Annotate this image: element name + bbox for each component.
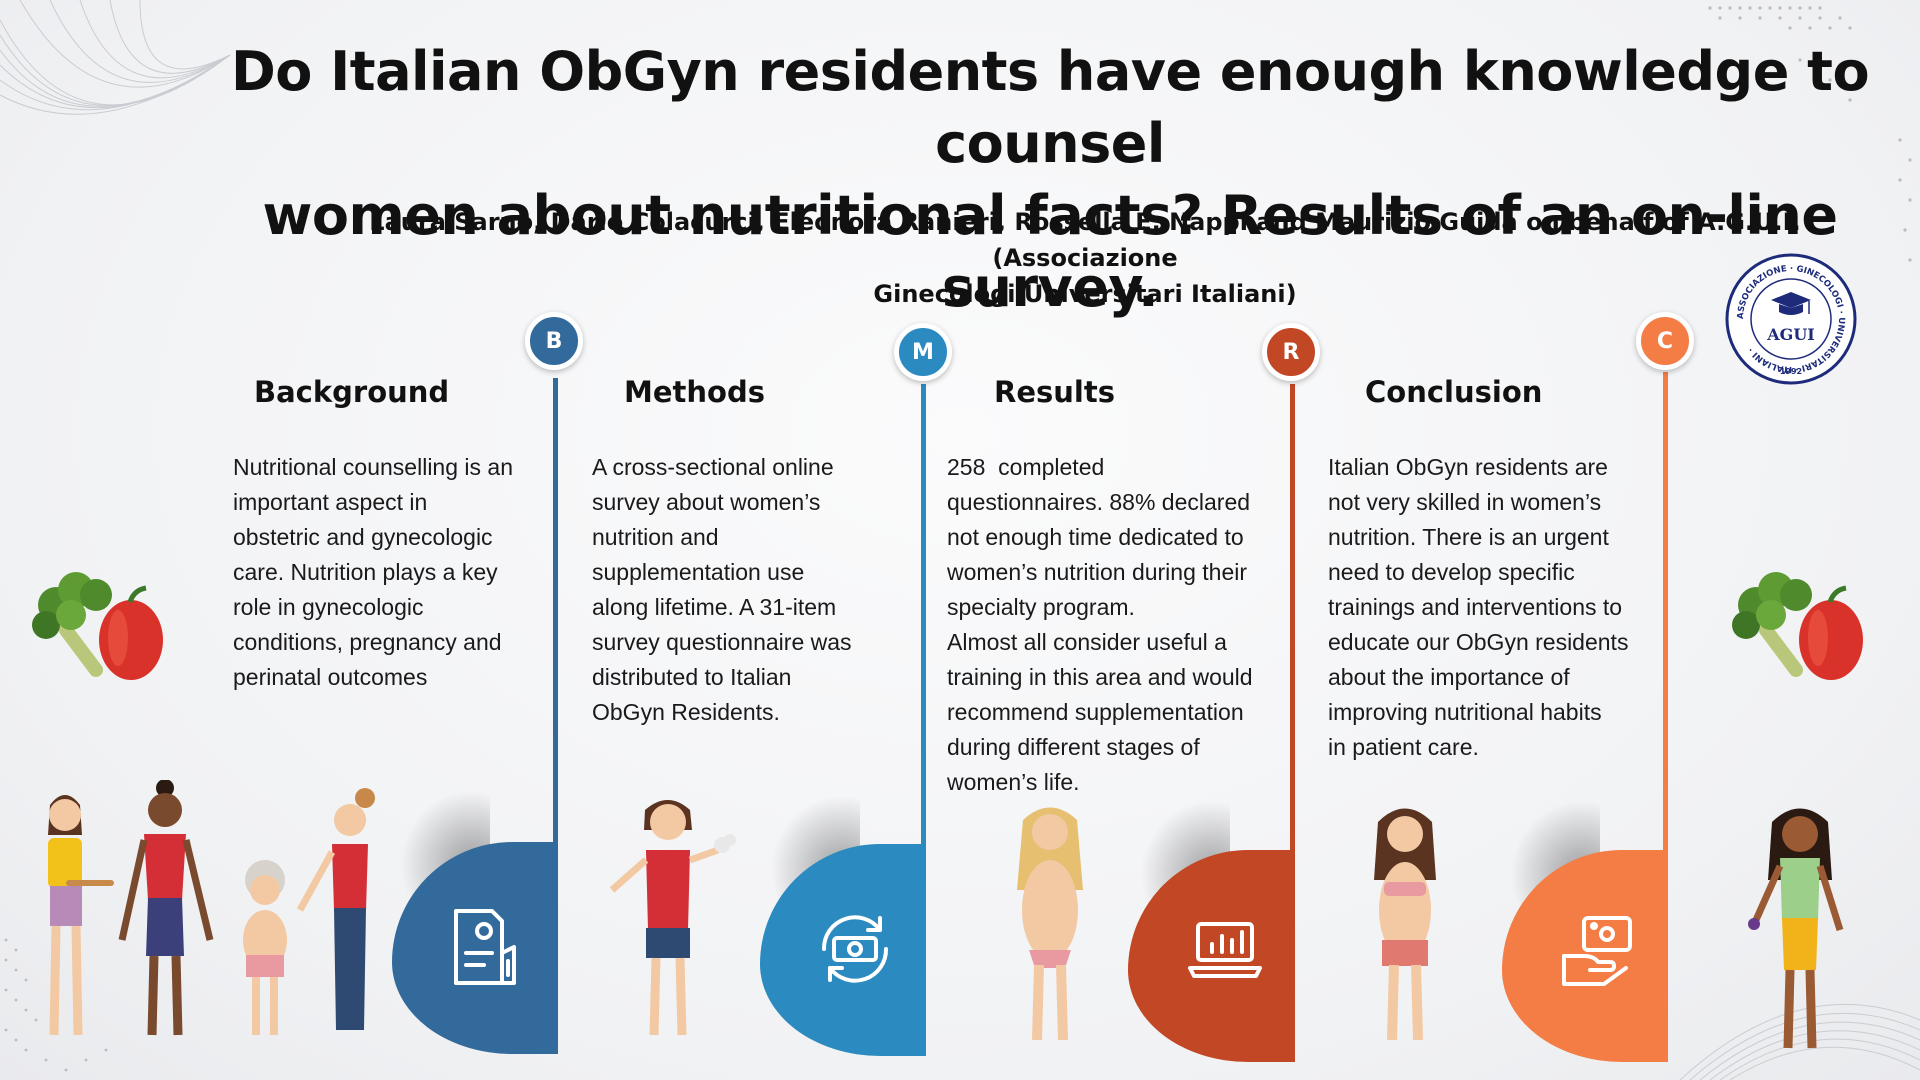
background-line-text: conditions, pregnancy and: [233, 629, 502, 655]
methods-line-text: along lifetime. A 31-item: [592, 594, 837, 620]
methods-line-text: nutrition and: [592, 524, 719, 550]
authors: Laura Sarno, Dario Colacurci, Eleonora R…: [300, 204, 1870, 312]
methods-line-text: ObGyn Residents.: [592, 699, 780, 725]
conclusion-line-text: nutrition. There is an urgent: [1328, 524, 1609, 550]
methods-line-text: distributed to Italian: [592, 664, 792, 690]
conclusion-line-text: need to develop specific: [1328, 559, 1575, 585]
methods-line-text: survey about women’s: [592, 489, 821, 515]
methods-heading: Methods: [624, 375, 765, 409]
title-line-2: women about nutritional facts? Results o…: [262, 184, 1838, 319]
dot-map-decoration: [1708, 6, 1912, 262]
laptop-chart-icon: [1180, 904, 1270, 994]
results-line-text: during different stages of: [947, 734, 1200, 760]
background-body: Nutritional counselling is an important …: [233, 450, 553, 695]
background-heading: Background: [254, 375, 450, 409]
results-line-text: Almost all consider useful a: [947, 629, 1227, 655]
background-line-text: care. Nutrition plays a key: [233, 559, 498, 585]
money-cycle-icon: [810, 904, 900, 994]
results-line-text: women’s life.: [947, 769, 1080, 795]
results-line-text: women’s nutrition during their: [947, 559, 1248, 585]
conclusion-line-text: improving nutritional habits: [1328, 699, 1602, 725]
results-body: 258 completed questionnaires. 88% declar…: [947, 450, 1287, 800]
conclusion-body: Italian ObGyn residents are not very ski…: [1328, 450, 1658, 765]
methods-line-text: survey questionnaire was: [592, 629, 852, 655]
authors-line-2: Ginecologi Universitari Italiani): [873, 280, 1297, 308]
vegetables-illustration-right: [1732, 572, 1863, 680]
woman-illustration-methods: [609, 800, 736, 1036]
wave-decoration: [0, 0, 231, 115]
conclusion-line-text: educate our ObGyn residents: [1328, 629, 1629, 655]
results-line-text: 258 completed: [947, 454, 1105, 480]
authors-line-1: Laura Sarno, Dario Colacurci, Eleonora R…: [369, 208, 1801, 272]
results-heading: Results: [994, 375, 1115, 409]
background-line-text: perinatal outcomes: [233, 664, 428, 690]
woman-illustration-results: [1017, 807, 1083, 1041]
conclusion-line-text: trainings and interventions to: [1328, 594, 1623, 620]
background-line-text: important aspect in: [233, 489, 428, 515]
results-line-text: recommend supplementation: [947, 699, 1244, 725]
background-line: [553, 378, 558, 1054]
results-line-text: not enough time dedicated to: [947, 524, 1244, 550]
title-line-1: Do Italian ObGyn residents have enough k…: [230, 40, 1870, 175]
vegetables-illustration-left: [32, 572, 163, 680]
results-line: [1290, 384, 1295, 1062]
agui-logo: ASSOCIAZIONE · GINECOLOGI · UNIVERSITARI…: [1724, 252, 1858, 386]
methods-line: [921, 384, 926, 1056]
conclusion-line-text: not very skilled in women’s: [1328, 489, 1602, 515]
logo-name: AGUI: [1766, 325, 1815, 344]
logo-year: 1992: [1780, 367, 1802, 376]
hand-money-icon: [1554, 904, 1644, 994]
woman-illustration-right: [1748, 808, 1844, 1049]
dot-field-decoration: [4, 938, 108, 1072]
background-letter-badge: B: [525, 312, 583, 370]
background-line-text: Nutritional counselling is an: [233, 454, 513, 480]
conclusion-line-text: in patient care.: [1328, 734, 1479, 760]
results-letter-badge: R: [1262, 323, 1320, 381]
methods-letter-badge: M: [894, 323, 952, 381]
background-line-text: obstetric and gynecologic: [233, 524, 493, 550]
conclusion-letter-badge: C: [1636, 312, 1694, 370]
background-line-text: role in gynecologic: [233, 594, 424, 620]
results-line-text: training in this area and would: [947, 664, 1253, 690]
methods-body: A cross-sectional online survey about wo…: [592, 450, 912, 730]
document-icon: [440, 903, 530, 993]
conclusion-line: [1663, 372, 1668, 1062]
results-line-text: specialty program.: [947, 594, 1135, 620]
methods-line-text: A cross-sectional online: [592, 454, 834, 480]
women-group-illustration: [48, 780, 375, 1036]
methods-line-text: supplementation use: [592, 559, 805, 585]
poster-title: Do Italian ObGyn residents have enough k…: [200, 36, 1900, 324]
conclusion-heading: Conclusion: [1365, 375, 1543, 409]
woman-illustration-conclusion: [1374, 808, 1436, 1041]
conclusion-line-text: Italian ObGyn residents are: [1328, 454, 1608, 480]
results-line-text: questionnaires. 88% declared: [947, 489, 1251, 515]
conclusion-line-text: about the importance of: [1328, 664, 1570, 690]
